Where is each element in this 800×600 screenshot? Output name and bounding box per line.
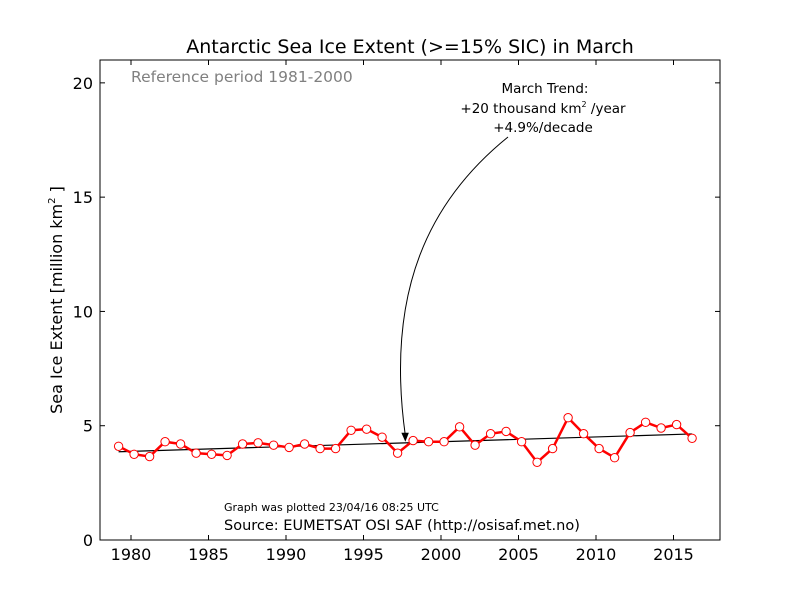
x-tick-label: 1985: [188, 545, 229, 564]
data-point: [671, 419, 682, 430]
data-point: [656, 423, 666, 433]
data-point: [175, 439, 186, 449]
data-point: [346, 425, 356, 435]
source-label: Source: EUMETSAT OSI SAF (http://osisaf.…: [224, 518, 580, 534]
data-point: [485, 429, 496, 439]
x-tick-label: 2010: [576, 545, 617, 564]
data-point: [532, 457, 542, 467]
data-point: [191, 448, 201, 458]
trend-rate: +20 thousand km2 /year: [460, 100, 626, 117]
data-point: [315, 443, 325, 454]
x-tick-label: 2000: [421, 545, 462, 564]
data-point: [687, 433, 697, 443]
trend-arrow: [399, 136, 509, 442]
data-point: [516, 437, 527, 447]
trend-decade: +4.9%/decade: [493, 120, 593, 136]
y-tick-label: 5: [83, 417, 93, 436]
y-axis-label: Sea Ice Extent [million km2 ]: [47, 186, 66, 414]
data-point: [439, 437, 449, 447]
y-axis-label-sup: 2: [47, 197, 58, 203]
data-point: [501, 426, 511, 437]
x-tick-label: 2015: [653, 545, 694, 564]
data-point: [423, 437, 434, 447]
data-point: [470, 440, 480, 450]
x-tick-label: 2005: [498, 545, 539, 564]
data-point: [609, 453, 620, 463]
trend-title: March Trend:: [502, 81, 589, 97]
trend-rate-suffix: /year: [587, 101, 626, 117]
data-point: [284, 442, 294, 453]
data-point: [547, 443, 558, 454]
plotted-timestamp: Graph was plotted 23/04/16 08:25 UTC: [224, 501, 439, 514]
y-axis-label-end: ]: [47, 186, 66, 197]
x-tick-label: 1995: [343, 545, 384, 564]
series-layer: [113, 413, 697, 467]
x-tick-label: 1990: [266, 545, 307, 564]
data-point: [625, 427, 635, 438]
trend-arrow-line: [399, 136, 509, 436]
data-point: [578, 429, 589, 439]
trend-rate-sup: 2: [582, 100, 587, 109]
data-point: [377, 432, 387, 442]
trend-arrow-head: [401, 432, 409, 442]
data-point: [237, 439, 248, 449]
data-point: [144, 451, 155, 462]
data-point: [299, 439, 310, 449]
y-tick-label: 20: [73, 74, 93, 93]
data-point: [330, 443, 341, 454]
data-point: [454, 422, 465, 432]
data-point: [268, 440, 279, 450]
y-axis-label-main: Sea Ice Extent [million km: [47, 204, 66, 414]
data-point: [160, 437, 170, 447]
data-point: [563, 413, 573, 423]
plot-area: 1980 1985 1990 1995 2000 2005 2010 2015 0 5 10 15 2…: [73, 59, 721, 564]
y-tick-label: 10: [73, 302, 93, 321]
chart-title: Antarctic Sea Ice Extent (>=15% SIC) in …: [186, 36, 634, 58]
y-tick-label: 0: [83, 531, 93, 550]
data-point: [206, 449, 217, 459]
trend-rate-prefix: +20 thousand km: [460, 101, 581, 117]
reference-period-label: Reference period 1981-2000: [131, 68, 353, 86]
x-axis: 1980 1985 1990 1995 2000 2005 2010 2015: [111, 60, 694, 564]
trend-line: [118, 433, 693, 453]
data-point: [222, 450, 232, 461]
data-point: [253, 438, 263, 448]
trend-layer: [118, 433, 693, 453]
y-axis: 0 5 10 15 20: [73, 74, 720, 550]
data-point: [113, 441, 124, 451]
data-point: [594, 443, 604, 454]
x-tick-label: 1980: [111, 545, 152, 564]
data-point: [392, 448, 403, 458]
data-point: [408, 435, 418, 446]
y-tick-label: 15: [73, 188, 93, 207]
data-point: [640, 417, 651, 427]
plot-frame: [99, 59, 721, 541]
data-point: [361, 424, 372, 434]
data-point: [129, 449, 139, 459]
